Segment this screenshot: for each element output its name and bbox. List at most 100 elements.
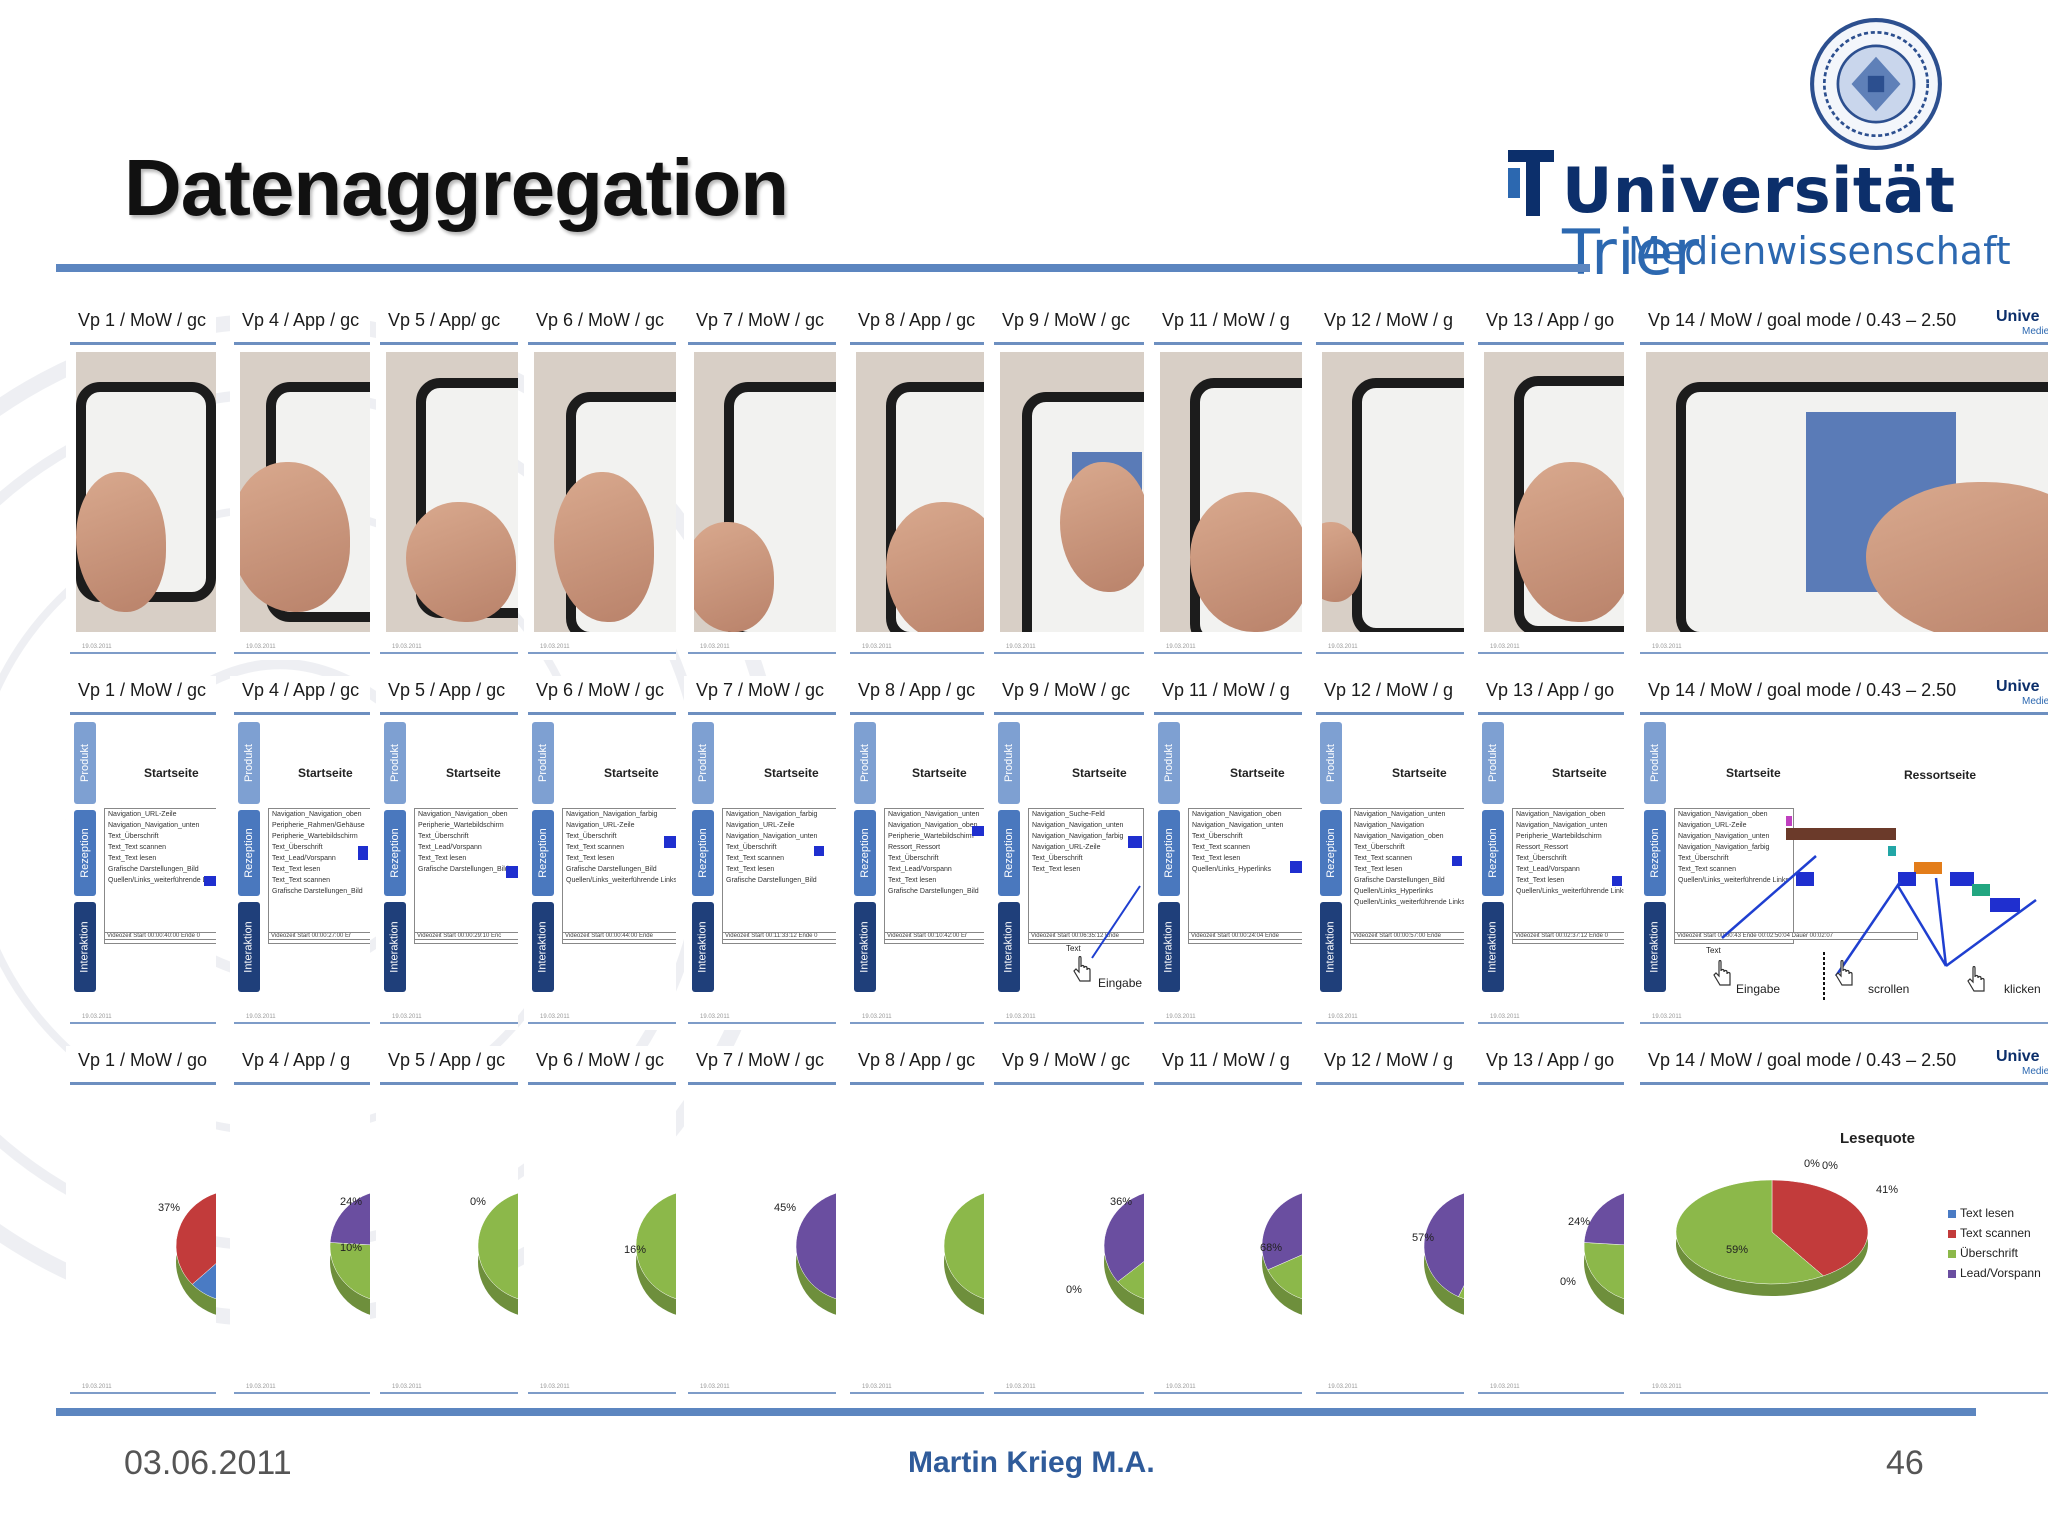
rezeption-bar: Rezeption bbox=[1158, 810, 1180, 896]
category-item: Text_Text lesen bbox=[272, 866, 321, 873]
panel-date: 19.03.2011 bbox=[1166, 1384, 1196, 1390]
pie-panel: Vp 6 / MoW / gc 19.03.2011 16% bbox=[524, 1046, 676, 1400]
video-time: Videozeit Start 00:00:40:00 Ende 0 bbox=[104, 932, 216, 940]
panel-bottom-rule bbox=[688, 1022, 836, 1024]
pie-chart bbox=[477, 1192, 518, 1315]
process-panel: Vp 6 / MoW / gc 19.03.2011 Produkt Rezeptio… bbox=[524, 676, 676, 1030]
panel-bottom-rule bbox=[1478, 652, 1624, 654]
startseite-label: Startseite bbox=[1726, 766, 1781, 780]
faculty-name: Medienwissenschaft bbox=[1628, 229, 2011, 273]
panel-title: Vp 9 / MoW / gc bbox=[1002, 680, 1131, 700]
panel-date: 19.03.2011 bbox=[700, 644, 730, 650]
university-name-main: Universität bbox=[1562, 154, 1956, 227]
panel-date: 19.03.2011 bbox=[540, 1384, 570, 1390]
category-item: Text_Text lesen bbox=[1032, 866, 1081, 873]
video-frame bbox=[856, 352, 984, 632]
interaktion-label: Interaktion bbox=[1163, 921, 1175, 973]
interaktion-bar: Interaktion bbox=[74, 902, 96, 992]
panel-bottom-rule bbox=[1640, 1392, 2048, 1394]
panel-title-underline bbox=[528, 712, 676, 715]
video-panel: Vp 4 / App / gc 19.03.2011 bbox=[230, 306, 370, 660]
startseite-label: Startseite bbox=[1072, 766, 1127, 780]
produkt-label: Produkt bbox=[1163, 744, 1176, 782]
rezeption-label: Rezeption bbox=[1487, 828, 1500, 878]
panel-bottom-rule bbox=[1316, 1392, 1464, 1394]
interaktion-bar: Interaktion bbox=[692, 902, 714, 992]
category-item: Text_Überschrift bbox=[1032, 855, 1083, 862]
panel-date: 19.03.2011 bbox=[1490, 1384, 1520, 1390]
category-item: Navigation_Navigation_unten bbox=[1354, 811, 1446, 818]
category-item: Text_Überschrift bbox=[1354, 844, 1405, 851]
video-time: Videozeit Start 00:00:24:04 Ende bbox=[1188, 932, 1302, 940]
panel-bottom-rule bbox=[688, 652, 836, 654]
pie-percent-label: 68% bbox=[1260, 1242, 1283, 1254]
process-panel: Vp 7 / MoW / gc 19.03.2011 Produkt Rezeptio… bbox=[684, 676, 836, 1030]
timeline-mark bbox=[972, 826, 984, 836]
legend-label: Lead/Vorspann bbox=[1960, 1266, 2041, 1280]
startseite-label: Startseite bbox=[1552, 766, 1607, 780]
panel-date: 19.03.2011 bbox=[700, 1014, 730, 1020]
panel-date: 19.03.2011 bbox=[862, 644, 892, 650]
legend-swatch bbox=[1948, 1269, 1956, 1278]
category-item: Navigation_Navigation_oben bbox=[272, 811, 362, 818]
bottom-divider bbox=[56, 1408, 1976, 1416]
pie-slice bbox=[1583, 1193, 1624, 1246]
panel-title: Vp 14 / MoW / goal mode / 0.43 – 2.50 bbox=[1648, 1050, 1957, 1070]
footer-date: 03.06.2011 bbox=[124, 1444, 292, 1482]
category-item: Text_Text scannen bbox=[272, 877, 330, 884]
panel-title-underline bbox=[234, 1082, 370, 1085]
category-item: Grafische Darstellungen_Bild bbox=[418, 866, 509, 873]
panel-bottom-rule bbox=[850, 1022, 984, 1024]
panel-title: Vp 4 / App / gc bbox=[242, 310, 360, 330]
category-list: Navigation_Navigation_oben Peripherie_War… bbox=[414, 808, 518, 944]
category-item: Navigation_Navigation_farbig bbox=[1032, 833, 1124, 840]
panel-date: 19.03.2011 bbox=[82, 644, 112, 650]
panel-title-underline bbox=[1316, 712, 1464, 715]
interaktion-label: Interaktion bbox=[697, 921, 709, 973]
category-item: Grafische Darstellungen_Bild bbox=[888, 888, 979, 895]
panel-bottom-rule bbox=[380, 652, 518, 654]
interaktion-bar: Interaktion bbox=[998, 902, 1020, 992]
panel-title: Vp 11 / MoW / g bbox=[1162, 1050, 1290, 1070]
pie-slice bbox=[1261, 1192, 1302, 1271]
rezeption-label: Rezeption bbox=[697, 828, 710, 878]
category-item: Text_Lead/Vorspann bbox=[1516, 866, 1580, 873]
eingabe-label: Eingabe bbox=[1098, 976, 1143, 990]
panel-bottom-rule bbox=[1478, 1392, 1624, 1394]
pie-chart bbox=[1103, 1193, 1144, 1315]
category-item: Quellen/Links_Hyperlinks bbox=[1192, 866, 1271, 873]
panel-date: 19.03.2011 bbox=[392, 1384, 422, 1390]
panel-bottom-rule bbox=[688, 1392, 836, 1394]
pie-panel: Vp 14 / MoW / goal mode / 0.43 – 2.50 19.… bbox=[1636, 1046, 2048, 1400]
category-item: Text_Text scannen bbox=[1678, 866, 1736, 873]
process-panel: Vp 4 / App / gc 19.03.2011 Produkt Rezeptio… bbox=[230, 676, 370, 1030]
category-item: Text_Text lesen bbox=[1354, 866, 1403, 873]
panel-title-underline bbox=[1154, 712, 1302, 715]
panel-title: Vp 8 / App / gc bbox=[858, 1050, 976, 1070]
category-item: Navigation_URL-Zeile bbox=[726, 822, 795, 829]
category-list: Navigation_Navigation_oben Navigation_URL… bbox=[1674, 808, 1794, 944]
interaktion-bar: Interaktion bbox=[1482, 902, 1504, 992]
interaktion-bar: Interaktion bbox=[1158, 902, 1180, 992]
mini-faculty-logo: Medie bbox=[2022, 1066, 2048, 1077]
panel-title: Vp 13 / App / go bbox=[1486, 1050, 1615, 1070]
panel-title-underline bbox=[850, 342, 984, 345]
pie-chart bbox=[175, 1192, 216, 1315]
legend-label: Text lesen bbox=[1960, 1206, 2015, 1220]
rezeption-label: Rezeption bbox=[537, 828, 550, 878]
interaction-arrow bbox=[1091, 885, 1141, 959]
panel-title-underline bbox=[380, 712, 518, 715]
panel-title: Vp 6 / MoW / gc bbox=[536, 680, 665, 700]
pie-panel: Vp 4 / App / g 19.03.2011 24% 10% bbox=[230, 1046, 370, 1400]
category-item: Navigation_Navigation_farbig bbox=[1678, 844, 1770, 851]
category-item: Navigation_Navigation_oben bbox=[888, 822, 978, 829]
hand-pointer-icon bbox=[1967, 966, 1985, 992]
category-item: Navigation_Navigation_unten bbox=[1516, 822, 1608, 829]
category-item: Navigation_Suche-Feld bbox=[1032, 811, 1105, 818]
category-item: Text_Text lesen bbox=[108, 855, 157, 862]
text-action-label: Text bbox=[1706, 946, 1721, 955]
produkt-bar: Produkt bbox=[1320, 722, 1342, 804]
pie-slice bbox=[1117, 1261, 1144, 1300]
panel-title: Vp 5 / App / gc bbox=[388, 1050, 506, 1070]
video-time: Videozeit Start 00:00:27:00 Er bbox=[268, 932, 370, 940]
